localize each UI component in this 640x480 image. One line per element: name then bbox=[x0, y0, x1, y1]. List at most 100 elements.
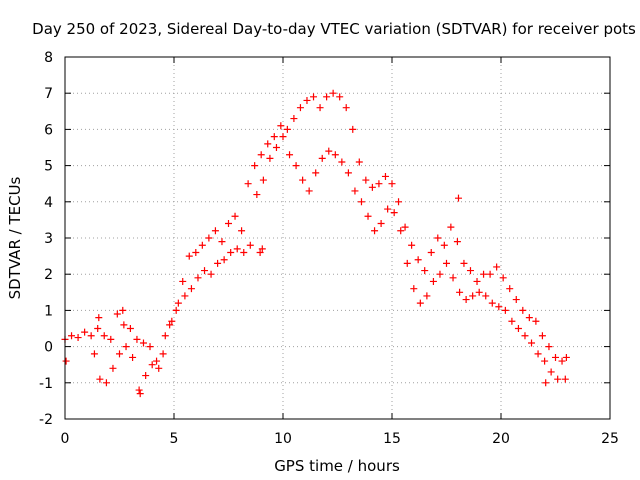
data-point bbox=[257, 151, 265, 159]
y-tick-label: -2 bbox=[39, 412, 53, 428]
data-point bbox=[453, 238, 461, 246]
data-point bbox=[227, 248, 235, 256]
data-point bbox=[349, 125, 357, 133]
data-point bbox=[552, 353, 559, 361]
data-point bbox=[233, 245, 241, 253]
data-point bbox=[469, 292, 477, 300]
y-tick-label: 2 bbox=[44, 267, 53, 283]
data-point bbox=[449, 274, 457, 282]
data-point bbox=[102, 379, 110, 387]
series-outliers bbox=[62, 194, 569, 398]
data-point bbox=[344, 169, 352, 177]
data-point bbox=[174, 299, 182, 307]
data-point bbox=[541, 357, 549, 365]
data-point bbox=[462, 296, 470, 304]
data-point bbox=[562, 353, 570, 361]
data-point bbox=[207, 270, 215, 278]
data-point bbox=[259, 176, 267, 184]
data-point bbox=[416, 299, 424, 307]
data-point bbox=[283, 125, 291, 133]
data-point bbox=[310, 93, 318, 101]
data-point bbox=[133, 335, 141, 343]
data-point bbox=[279, 133, 287, 141]
data-point bbox=[421, 267, 429, 275]
data-point bbox=[244, 180, 252, 188]
data-point bbox=[316, 104, 324, 112]
data-point bbox=[194, 274, 202, 282]
data-point bbox=[377, 220, 385, 228]
data-point bbox=[68, 332, 76, 340]
data-point bbox=[129, 353, 137, 361]
data-point bbox=[436, 270, 444, 278]
data-point bbox=[488, 299, 496, 307]
data-point bbox=[512, 296, 520, 304]
data-point bbox=[96, 375, 104, 383]
data-point bbox=[338, 158, 346, 166]
data-point bbox=[220, 256, 228, 264]
data-point bbox=[87, 332, 95, 340]
data-point bbox=[342, 104, 350, 112]
data-point bbox=[192, 248, 200, 256]
y-tick-label: 5 bbox=[44, 159, 53, 175]
y-tick-label: 0 bbox=[44, 340, 53, 356]
series-main bbox=[61, 89, 570, 365]
data-point bbox=[501, 306, 509, 314]
x-tick-label: 15 bbox=[383, 431, 401, 447]
data-point bbox=[506, 285, 514, 293]
data-point bbox=[414, 256, 422, 264]
data-point bbox=[384, 205, 392, 213]
data-point bbox=[336, 93, 344, 101]
data-point bbox=[480, 270, 488, 278]
data-point bbox=[120, 321, 128, 329]
x-tick-label: 20 bbox=[492, 431, 510, 447]
data-point bbox=[519, 306, 527, 314]
data-point bbox=[113, 310, 121, 318]
data-point bbox=[126, 325, 134, 332]
data-point bbox=[292, 162, 300, 170]
data-point bbox=[401, 223, 409, 231]
data-point bbox=[547, 368, 555, 376]
data-point bbox=[447, 223, 455, 231]
data-point bbox=[545, 343, 553, 351]
data-point bbox=[499, 274, 507, 282]
data-point bbox=[270, 133, 278, 141]
data-point bbox=[440, 241, 448, 249]
data-point bbox=[532, 317, 540, 325]
data-point bbox=[395, 198, 403, 206]
data-point bbox=[325, 147, 333, 155]
data-point bbox=[558, 357, 566, 365]
data-point bbox=[136, 390, 144, 398]
data-point bbox=[181, 292, 189, 300]
grid-lines bbox=[65, 57, 610, 419]
data-point bbox=[427, 248, 435, 256]
x-tick-label: 0 bbox=[61, 431, 70, 447]
data-point bbox=[482, 292, 490, 300]
data-point bbox=[355, 158, 363, 166]
data-point bbox=[299, 176, 307, 184]
data-point bbox=[264, 140, 272, 148]
data-point bbox=[100, 332, 108, 340]
data-point bbox=[256, 248, 264, 256]
data-point bbox=[179, 277, 187, 285]
data-point bbox=[94, 325, 102, 332]
axis-ticks bbox=[64, 56, 611, 420]
data-point bbox=[443, 259, 450, 267]
data-point bbox=[362, 176, 370, 184]
y-tick-labels: -2 -1 0 1 2 3 4 5 6 7 8 bbox=[39, 50, 53, 428]
x-tick-labels: 0 5 10 15 20 25 bbox=[61, 431, 619, 447]
data-point bbox=[246, 241, 254, 249]
data-point bbox=[211, 227, 219, 235]
data-point bbox=[375, 180, 383, 188]
data-point bbox=[388, 180, 396, 188]
y-tick-label: -1 bbox=[39, 376, 53, 392]
data-point bbox=[303, 96, 311, 104]
data-point bbox=[155, 364, 163, 372]
y-tick-label: 3 bbox=[44, 231, 53, 247]
data-point bbox=[225, 220, 232, 228]
data-point bbox=[139, 339, 147, 347]
data-point bbox=[74, 334, 82, 342]
data-point bbox=[187, 285, 195, 293]
y-axis-label: SDTVAR / TECUs bbox=[6, 176, 24, 299]
data-point bbox=[460, 259, 468, 267]
data-point bbox=[109, 364, 117, 372]
